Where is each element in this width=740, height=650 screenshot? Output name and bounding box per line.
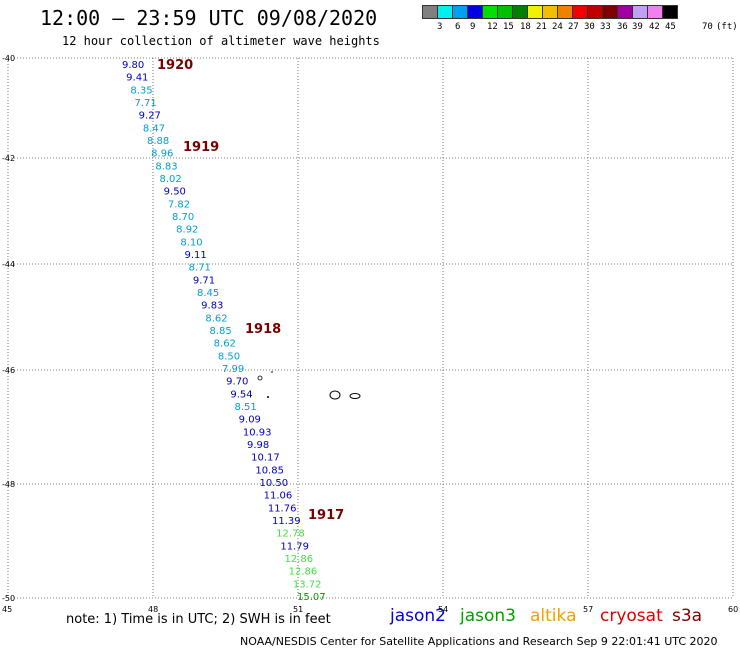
swh-value: 10.17 bbox=[251, 453, 280, 464]
color-legend bbox=[422, 5, 678, 19]
swh-value: 9.41 bbox=[126, 73, 148, 84]
swh-value: 8.10 bbox=[180, 237, 202, 248]
swh-value: 9.27 bbox=[139, 111, 161, 122]
swh-value: 9.50 bbox=[164, 187, 186, 198]
swh-value: 8.92 bbox=[176, 225, 198, 236]
swh-value: 8.83 bbox=[155, 161, 177, 172]
swh-value: 10.85 bbox=[255, 465, 284, 476]
lat-label: -48 bbox=[2, 480, 15, 489]
satellite-label: altika bbox=[530, 606, 577, 626]
swh-value: 10.93 bbox=[243, 427, 272, 438]
satellite-label: cryosat bbox=[600, 606, 663, 626]
swh-value: 9.71 bbox=[193, 275, 215, 286]
lat-label: -44 bbox=[2, 260, 15, 269]
swh-value: 8.70 bbox=[172, 212, 194, 223]
lon-label: 48 bbox=[148, 605, 158, 614]
swh-value: 8.62 bbox=[205, 313, 227, 324]
credit-line: NOAA/NESDIS Center for Satellite Applica… bbox=[240, 635, 718, 648]
lon-label: 60 bbox=[728, 605, 738, 614]
swh-value: 12.78 bbox=[276, 529, 305, 540]
swh-value: 10.50 bbox=[260, 478, 289, 489]
legend-label: 30 bbox=[584, 22, 595, 32]
legend-label: 33 bbox=[600, 22, 611, 32]
swh-value: 9.09 bbox=[239, 415, 261, 426]
lon-label: 54 bbox=[438, 605, 448, 614]
legend-label: 27 bbox=[568, 22, 579, 32]
legend-label: 3 bbox=[437, 22, 443, 32]
swh-value: 8.85 bbox=[210, 326, 232, 337]
pass-number: 1917 bbox=[308, 508, 344, 523]
swh-value: 8.50 bbox=[218, 351, 240, 362]
legend-label: 15 bbox=[503, 22, 514, 32]
lon-label: 57 bbox=[583, 605, 593, 614]
swh-value: 9.80 bbox=[122, 60, 144, 71]
page-title: 12:00 – 23:59 UTC 09/08/2020 bbox=[40, 6, 378, 30]
page-subtitle: 12 hour collection of altimeter wave hei… bbox=[62, 34, 380, 48]
swh-value: 12.86 bbox=[285, 554, 314, 565]
swh-value: 11.06 bbox=[264, 491, 293, 502]
legend-swatch bbox=[662, 5, 678, 19]
swh-value: 7.71 bbox=[135, 98, 157, 109]
swh-value: 15.07 bbox=[297, 592, 326, 603]
island-outline bbox=[349, 393, 361, 399]
swh-value: 9.11 bbox=[185, 250, 207, 261]
satellite-label: jason2 bbox=[390, 606, 446, 626]
swh-value: 9.98 bbox=[247, 440, 269, 451]
swh-value: 9.54 bbox=[230, 389, 252, 400]
swh-value: 11.39 bbox=[272, 516, 301, 527]
lon-label: 51 bbox=[293, 605, 303, 614]
legend-label: 21 bbox=[536, 22, 547, 32]
pass-number: 1920 bbox=[157, 58, 193, 73]
legend-label: 42 bbox=[649, 22, 660, 32]
footer-note: note: 1) Time is in UTC; 2) SWH is in fe… bbox=[66, 612, 331, 627]
legend-label: 70 bbox=[702, 22, 713, 32]
island-outline bbox=[267, 396, 269, 398]
swh-value: 9.70 bbox=[226, 377, 248, 388]
swh-value: 8.71 bbox=[189, 263, 211, 274]
swh-value: 9.83 bbox=[201, 301, 223, 312]
legend-label: 6 bbox=[455, 22, 461, 32]
swh-value: 8.02 bbox=[160, 174, 182, 185]
swh-value: 7.99 bbox=[222, 364, 244, 375]
swh-value: 8.62 bbox=[214, 339, 236, 350]
swh-value: 7.82 bbox=[168, 199, 190, 210]
swh-value: 11.76 bbox=[268, 503, 297, 514]
swh-value: 8.88 bbox=[147, 136, 169, 147]
swh-value: 8.51 bbox=[235, 402, 257, 413]
island-outline bbox=[257, 375, 263, 381]
legend-label: 18 bbox=[520, 22, 531, 32]
legend-label: 45 bbox=[665, 22, 676, 32]
lat-label: -50 bbox=[2, 594, 15, 603]
lat-label: -46 bbox=[2, 366, 15, 375]
island-outline bbox=[329, 390, 341, 400]
swh-value: 13.72 bbox=[293, 579, 322, 590]
lat-label: -42 bbox=[2, 154, 15, 163]
swh-value: 8.96 bbox=[151, 149, 173, 160]
swh-value: 11.79 bbox=[280, 541, 309, 552]
swh-value: 8.45 bbox=[197, 288, 219, 299]
satellite-label: jason3 bbox=[460, 606, 516, 626]
lon-label: 45 bbox=[2, 605, 12, 614]
legend-label: (ft) bbox=[716, 22, 738, 32]
pass-number: 1918 bbox=[245, 322, 281, 337]
satellite-label: s3a bbox=[672, 606, 703, 626]
legend-label: 12 bbox=[487, 22, 498, 32]
legend-label: 9 bbox=[470, 22, 476, 32]
swh-value: 8.47 bbox=[143, 123, 165, 134]
legend-label: 36 bbox=[617, 22, 628, 32]
legend-label: 24 bbox=[552, 22, 563, 32]
island-outline bbox=[271, 371, 273, 373]
swh-value: 12.86 bbox=[289, 567, 318, 578]
pass-number: 1919 bbox=[183, 140, 219, 155]
legend-label: 39 bbox=[632, 22, 643, 32]
swh-value: 8.35 bbox=[130, 85, 152, 96]
lat-label: -40 bbox=[2, 54, 15, 63]
